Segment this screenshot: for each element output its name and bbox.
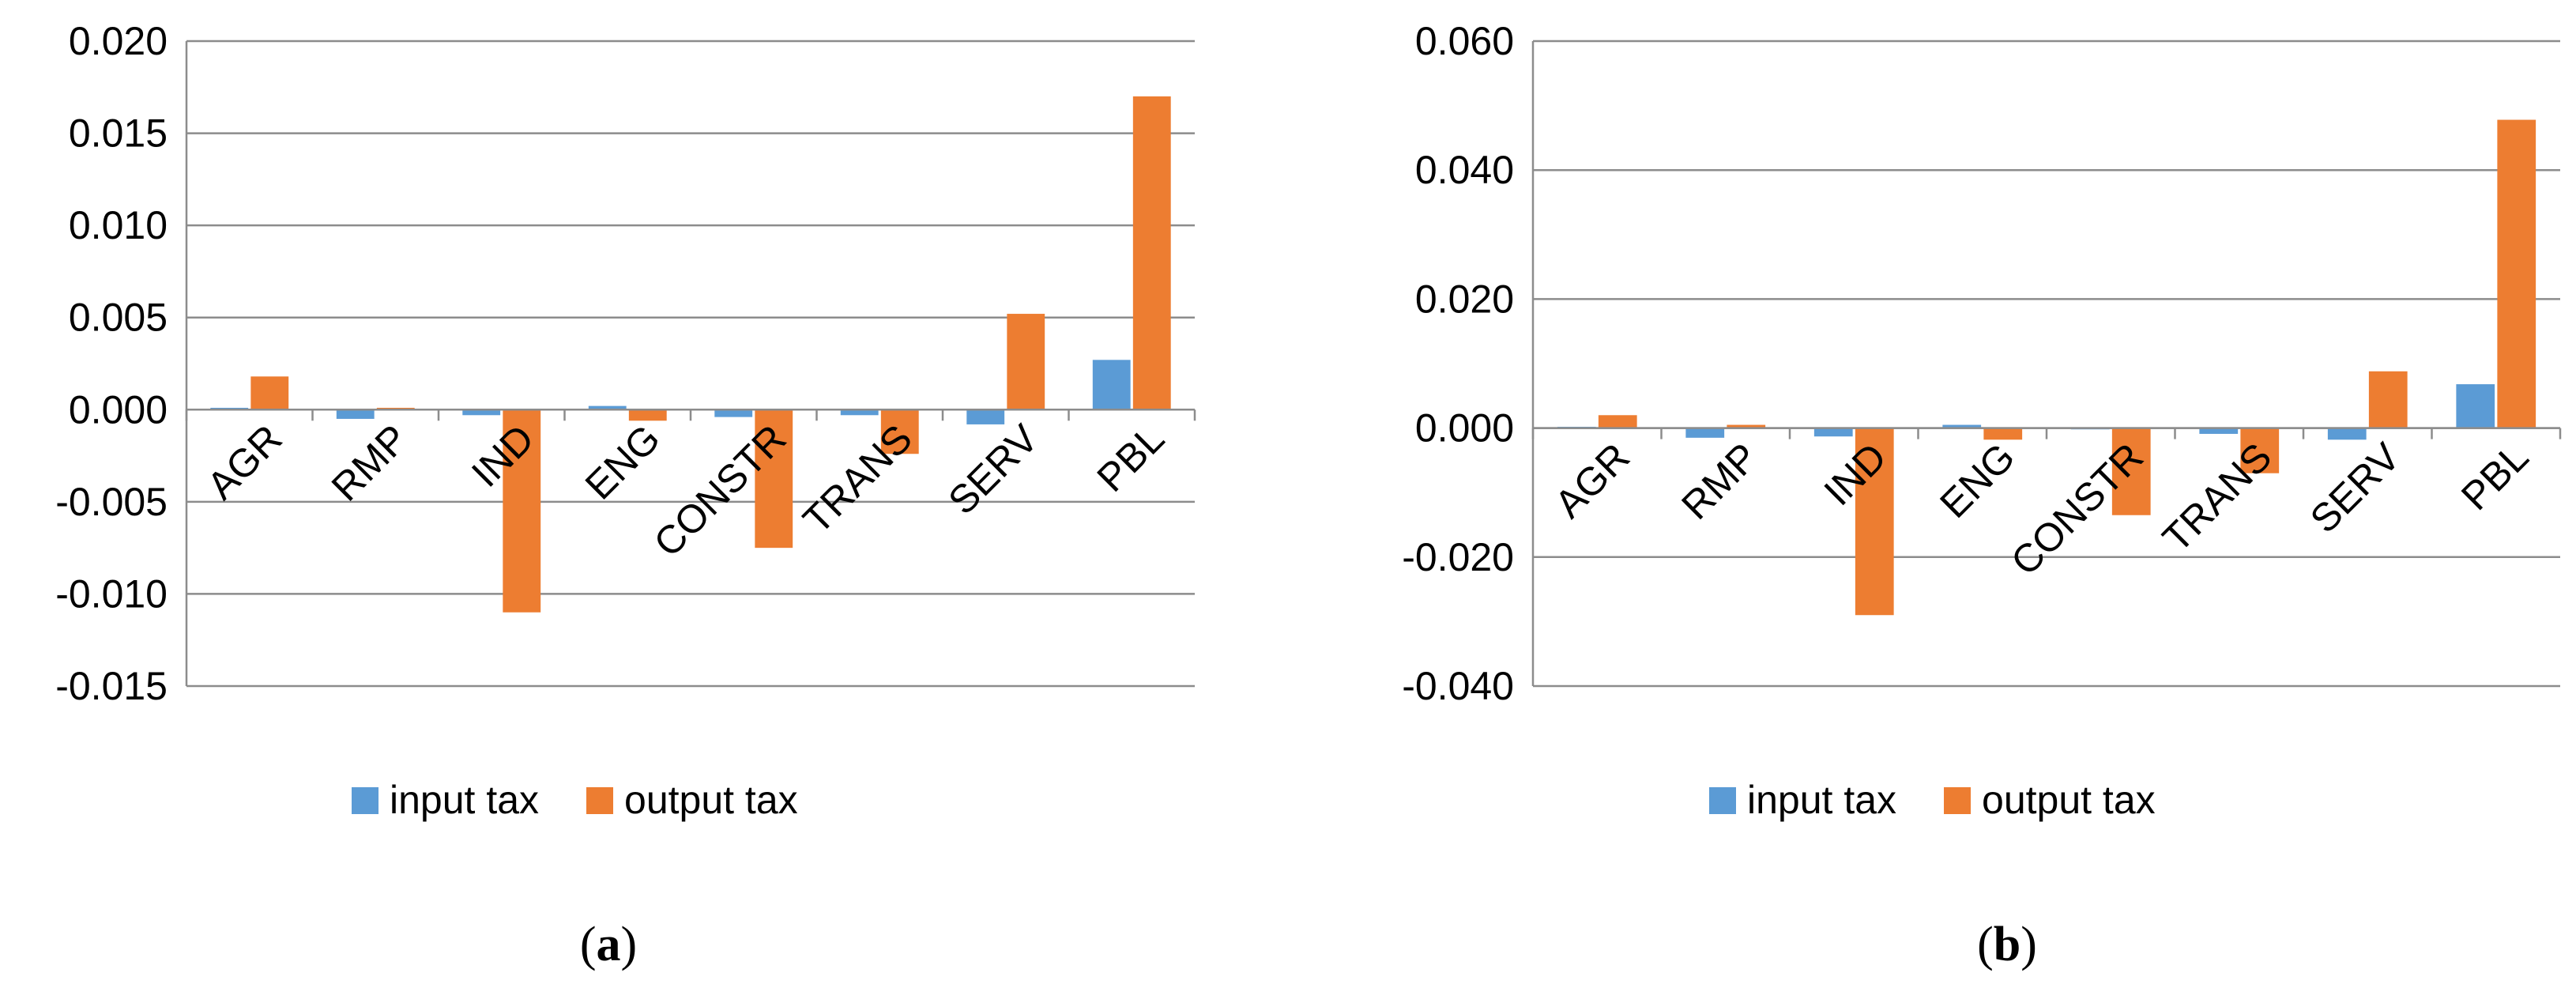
input-tax-bar [2456,384,2495,428]
category-label: ENG [1931,435,2023,526]
category-label: SERV [2302,434,2409,541]
input-tax-bar [1092,360,1131,410]
category-label: RMP [323,416,416,509]
output-tax-bar [250,376,289,410]
category-label: TRANS [795,416,921,541]
category-label: ENG [577,416,668,507]
input-tax-bar [336,409,375,419]
y-tick-label: 0.005 [69,296,168,340]
y-tick-label: 0.015 [69,111,168,156]
input-tax-bar [840,409,879,416]
input-tax-bar [2327,428,2367,440]
legend-swatch-input-tax [1709,787,1736,814]
legend-swatch-output-tax [1944,787,1972,814]
input-tax-bar [1942,424,1982,428]
legend-label: output tax [1982,778,2156,822]
y-tick-label: 0.020 [1415,277,1514,321]
y-tick-label: 0.040 [1415,148,1514,192]
input-tax-bar [1685,428,1725,438]
output-tax-bar [2368,371,2408,428]
output-tax-bar [1007,314,1045,410]
input-tax-bar [966,409,1005,424]
y-tick-label: 0.020 [69,19,168,63]
y-tick-label: -0.015 [55,664,168,708]
category-label: PBL [1089,416,1173,500]
input-tax-bar [462,409,501,416]
output-tax-bar [2240,428,2280,473]
category-label: AGR [1546,435,1638,526]
y-tick-label: 0.000 [1415,406,1514,451]
panel-caption: (a) [580,918,637,971]
y-tick-label: 0.060 [1415,19,1514,63]
y-tick-label: 0.010 [69,203,168,247]
chart-panel-a: 0.020 0.015 0.010 0.005 0.000 -0.005 -0.010 -0.… [55,19,1196,971]
y-tick-label: -0.040 [1402,664,1514,708]
y-tick-label: 0.000 [69,387,168,432]
y-tick-label: -0.020 [1402,535,1514,579]
y-tick-label: -0.005 [55,480,168,524]
input-tax-bar [588,405,627,410]
output-tax-bar [880,409,919,454]
legend: input tax output tax [1709,778,2156,822]
output-tax-bar [1983,428,2023,440]
legend-swatch-output-tax [586,787,614,814]
output-tax-bar [1855,428,1894,616]
legend: input tax output tax [352,778,798,822]
category-label: PBL [2453,435,2536,518]
output-tax-bar [628,409,667,421]
input-tax-bar [1813,428,1853,437]
output-tax-bar [1727,424,1766,428]
category-label: AGR [198,416,290,507]
legend-swatch-input-tax [352,787,378,814]
output-tax-bar [1598,415,1637,428]
output-tax-bar [1132,96,1171,410]
output-tax-bar [755,409,793,549]
output-tax-bar [2111,428,2151,515]
y-tick-label: -0.010 [55,571,168,616]
output-tax-bar [503,409,541,613]
input-tax-bar [2199,428,2239,434]
panel-caption: (b) [1977,918,2037,971]
category-label: TRANS [2154,435,2280,560]
legend-label: input tax [1747,778,1896,822]
category-label: SERV [940,416,1047,523]
output-tax-bar [2497,119,2536,428]
input-tax-bar [714,409,753,417]
legend-label: input tax [390,778,539,822]
legend-label: output tax [624,778,798,822]
category-label: RMP [1673,435,1766,528]
